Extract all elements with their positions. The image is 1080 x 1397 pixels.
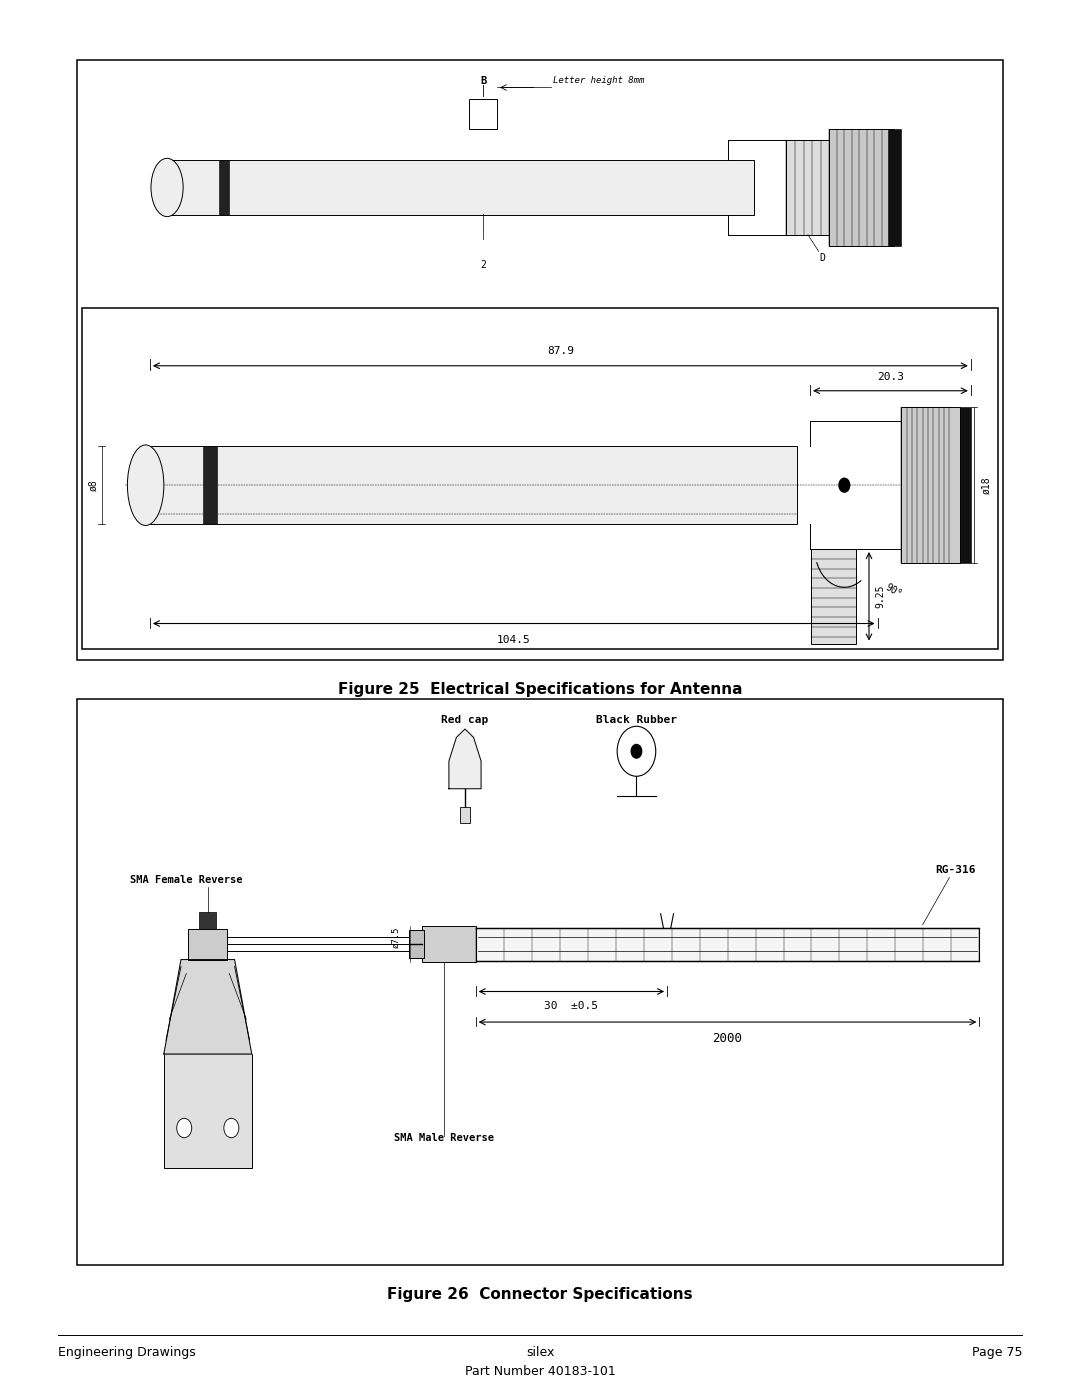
Text: Figure 25  Electrical Specifications for Antenna: Figure 25 Electrical Specifications for … [338, 682, 742, 697]
Text: Black Rubber: Black Rubber [596, 715, 677, 725]
Text: SMA Female Reverse: SMA Female Reverse [130, 875, 243, 884]
Text: SMA Male Reverse: SMA Male Reverse [393, 1133, 494, 1143]
Bar [901, 408, 960, 563]
Circle shape [177, 1118, 192, 1137]
Bar [888, 129, 901, 246]
Bar [218, 159, 229, 215]
Bar [786, 140, 829, 235]
Text: Engineering Drawings: Engineering Drawings [57, 1345, 195, 1359]
Text: 87.9: 87.9 [546, 346, 573, 356]
Text: ø7.5: ø7.5 [392, 926, 401, 949]
Text: ø18: ø18 [982, 476, 991, 495]
Bar [203, 446, 217, 524]
Text: D: D [820, 253, 825, 263]
Bar [164, 1053, 252, 1168]
Text: Page 75: Page 75 [972, 1345, 1023, 1359]
Text: B: B [481, 77, 486, 87]
Ellipse shape [151, 158, 184, 217]
Bar [77, 698, 1003, 1266]
Bar [82, 309, 998, 648]
Bar [409, 930, 424, 958]
Circle shape [631, 745, 642, 759]
Bar [189, 929, 227, 960]
Polygon shape [164, 960, 252, 1053]
Bar [460, 807, 471, 823]
Bar [422, 926, 475, 963]
Bar [811, 549, 856, 644]
Text: Figure 26  Connector Specifications: Figure 26 Connector Specifications [388, 1287, 692, 1302]
Bar [475, 928, 980, 961]
Text: ø8: ø8 [89, 479, 98, 492]
Ellipse shape [127, 444, 164, 525]
Bar [171, 159, 754, 215]
Bar [199, 912, 216, 929]
Text: 30  ±0.5: 30 ±0.5 [544, 1002, 598, 1011]
Text: Letter height 8mm: Letter height 8mm [553, 77, 645, 85]
Text: Red cap: Red cap [442, 715, 488, 725]
Text: 104.5: 104.5 [497, 634, 530, 644]
Text: silex: silex [526, 1345, 554, 1359]
Text: 20.3: 20.3 [877, 373, 904, 383]
Bar [470, 99, 497, 129]
Circle shape [224, 1118, 239, 1137]
Text: 9.25: 9.25 [876, 584, 886, 608]
Text: 2000: 2000 [713, 1032, 743, 1045]
Bar [150, 446, 797, 524]
Bar [829, 129, 893, 246]
Text: Part Number 40183-101: Part Number 40183-101 [464, 1365, 616, 1377]
Text: 2: 2 [481, 260, 486, 270]
Bar [960, 408, 971, 563]
Circle shape [839, 478, 850, 492]
Polygon shape [449, 729, 481, 789]
Bar [77, 60, 1003, 659]
Text: 90°: 90° [883, 583, 903, 599]
Text: RG-316: RG-316 [935, 865, 976, 875]
